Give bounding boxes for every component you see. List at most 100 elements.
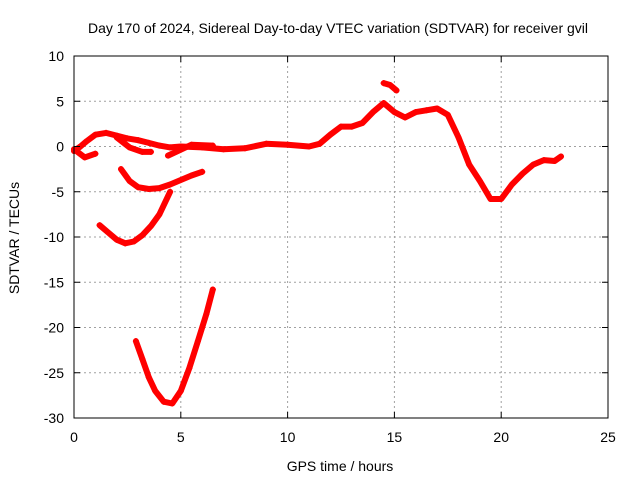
x-tick-label: 15 — [387, 429, 403, 445]
data-point — [132, 338, 139, 345]
series-branch-a — [113, 134, 154, 155]
y-tick-label: -15 — [44, 274, 64, 290]
data-point — [551, 157, 558, 164]
y-tick-label: 10 — [48, 48, 64, 64]
data-point — [434, 105, 441, 112]
data-point — [103, 129, 110, 136]
series-line — [132, 286, 216, 407]
data-point — [444, 111, 451, 118]
data-point — [156, 142, 163, 149]
data-point — [316, 140, 323, 147]
data-point — [169, 400, 176, 407]
y-tick-label: 5 — [56, 93, 64, 109]
data-point — [348, 123, 355, 130]
data-point — [122, 240, 129, 247]
y-tick-label: -30 — [44, 410, 64, 426]
data-point — [135, 184, 142, 191]
series-arc-3 — [132, 286, 216, 407]
plot-area — [71, 80, 565, 407]
data-point — [126, 144, 133, 151]
y-tick-label: -25 — [44, 365, 64, 381]
data-point — [81, 154, 88, 161]
x-tick-label: 10 — [280, 429, 296, 445]
data-point — [188, 141, 195, 148]
data-point — [156, 185, 163, 192]
data-point — [96, 222, 103, 229]
x-tick-label: 25 — [600, 429, 616, 445]
data-point — [152, 387, 159, 394]
x-tick-label: 0 — [70, 429, 78, 445]
data-point — [558, 153, 565, 160]
series-line — [118, 166, 206, 192]
series-main — [71, 100, 565, 202]
data-point — [164, 152, 171, 159]
grid — [74, 56, 608, 418]
series-arc-2 — [96, 188, 174, 247]
data-point — [476, 177, 483, 184]
data-point — [498, 195, 505, 202]
data-point — [113, 134, 120, 141]
data-point — [327, 131, 334, 138]
data-point — [387, 81, 394, 88]
data-point — [284, 141, 291, 148]
data-point — [126, 177, 133, 184]
data-point — [92, 150, 99, 157]
data-point — [83, 138, 90, 145]
data-point — [338, 123, 344, 130]
x-axis-label: GPS time / hours — [287, 458, 394, 474]
data-point — [359, 119, 366, 126]
data-point — [209, 286, 216, 293]
data-point — [199, 168, 206, 175]
y-axis-ticks: -30 -25 -20 -15 -10 -5 0 5 10 — [44, 48, 608, 426]
data-point — [508, 181, 515, 188]
data-point — [145, 186, 152, 193]
data-point — [124, 135, 131, 142]
data-point — [220, 146, 227, 153]
data-point — [139, 232, 146, 239]
x-tick-label: 5 — [177, 429, 185, 445]
x-axis-ticks: 0 5 10 15 20 25 — [70, 56, 616, 445]
data-point — [370, 109, 377, 116]
y-axis-label: SDTVAR / TECUs — [6, 182, 22, 294]
data-point — [147, 223, 154, 230]
y-tick-label: -10 — [44, 229, 64, 245]
data-point — [147, 148, 154, 155]
data-point — [209, 142, 216, 149]
series-branch-b — [164, 141, 216, 159]
data-point — [139, 148, 146, 155]
data-point — [241, 145, 248, 152]
series-arc-1 — [117, 166, 206, 193]
series-line — [96, 188, 174, 247]
y-tick-label: -20 — [44, 320, 64, 336]
data-point — [92, 131, 99, 138]
data-point — [455, 134, 462, 141]
data-point — [167, 144, 174, 151]
data-point — [412, 109, 419, 116]
series-line — [113, 134, 154, 155]
data-point — [113, 236, 120, 243]
chart-title: Day 170 of 2024, Sidereal Day-to-day VTE… — [88, 20, 588, 36]
data-point — [145, 374, 152, 381]
y-tick-label: 0 — [56, 139, 64, 155]
data-point — [186, 365, 193, 372]
data-point — [423, 107, 430, 114]
series-spike — [380, 80, 400, 94]
data-point — [487, 195, 494, 202]
data-point — [194, 338, 201, 345]
data-point — [105, 229, 112, 236]
data-point — [402, 114, 409, 121]
data-point — [540, 157, 547, 164]
data-point — [177, 176, 184, 183]
data-point — [139, 356, 146, 363]
data-point — [305, 143, 312, 150]
data-point — [380, 80, 387, 87]
data-point — [380, 100, 387, 107]
y-tick-label: -5 — [52, 184, 65, 200]
data-point — [156, 211, 163, 218]
series-early-dip — [71, 146, 99, 161]
data-point — [466, 161, 473, 168]
data-point — [167, 188, 174, 195]
data-point — [263, 140, 270, 147]
data-point — [393, 87, 400, 94]
